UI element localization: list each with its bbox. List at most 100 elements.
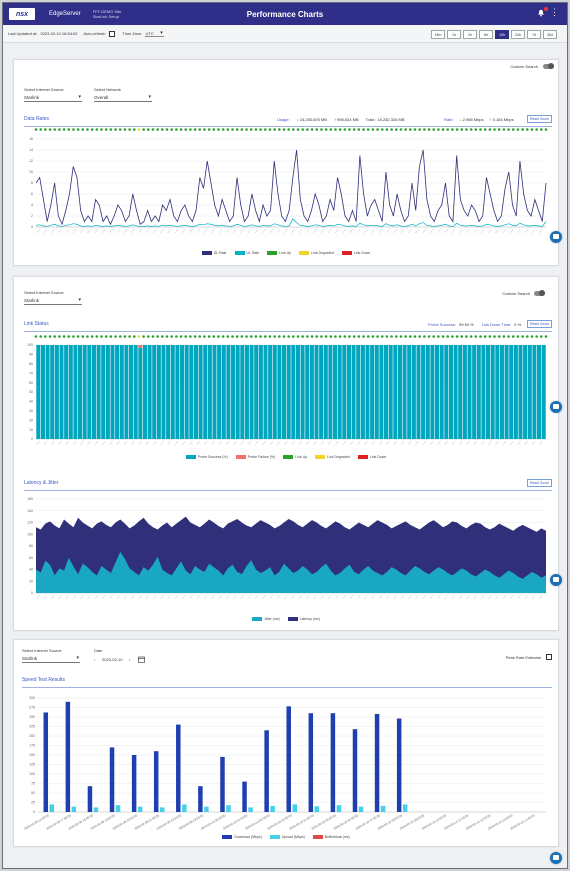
link-status-marker: [39, 128, 42, 131]
legend-item[interactable]: Bufferbloat (ms): [312, 835, 350, 839]
chat-icon[interactable]: [550, 401, 562, 413]
x-tick-mark: [87, 440, 91, 446]
link-status-marker: [104, 335, 108, 338]
auto-refresh-checkbox[interactable]: [108, 30, 115, 37]
x-tick-mark: [422, 594, 426, 600]
link-status-marker: [175, 128, 178, 131]
link-status-marker: [535, 335, 538, 338]
legend-swatch: [269, 835, 280, 839]
link-status-chart[interactable]: 0 10 20 30 40 50 60 70 80 90 100: [14, 333, 560, 453]
link-status-marker: [287, 128, 290, 131]
chat-icon[interactable]: [550, 574, 562, 586]
x-tick-mark: [400, 440, 405, 446]
range-button-6h[interactable]: 6h: [479, 30, 493, 39]
internet-source-select-2[interactable]: Starlink: [24, 297, 82, 305]
internet-source-select-3[interactable]: Starlink: [22, 655, 80, 663]
legend-item[interactable]: UL Rate: [234, 251, 259, 255]
range-button-24h[interactable]: 24h: [511, 30, 525, 39]
next-date-icon[interactable]: ›: [129, 657, 131, 662]
link-status-marker: [474, 335, 478, 338]
upload-bar: [380, 805, 386, 812]
probe-success-bar: [323, 345, 328, 439]
latency-jitter-chart[interactable]: 0 20 40 60 80 100 120 140 160: [14, 493, 560, 615]
x-tick-mark: [320, 594, 324, 600]
x-tick-mark: [153, 440, 157, 446]
peak-rate-checkbox[interactable]: [546, 654, 552, 660]
range-button-1h[interactable]: 1h: [447, 30, 461, 39]
legend-item[interactable]: Upload (Mbps): [269, 835, 305, 839]
probe-success-bar: [458, 345, 463, 439]
x-tick-mark: [58, 440, 62, 446]
section-divider: [24, 126, 552, 127]
legend-item[interactable]: Link Up: [267, 251, 291, 255]
probe-success-bar: [231, 345, 236, 439]
probe-success-bar: [64, 345, 69, 439]
reset-zoom-button[interactable]: Reset Zoom: [526, 115, 552, 123]
link-status-marker: [380, 335, 384, 338]
x-tick-mark: [386, 228, 390, 234]
data-rates-chart[interactable]: 0 2 4 6 8 10 12 14 16: [14, 127, 560, 267]
probe-success-bar: [82, 345, 87, 439]
legend-item[interactable]: Link Degraded: [315, 455, 350, 459]
y-tick-label: 0: [31, 225, 33, 229]
legend-item[interactable]: Probe Failure (%): [235, 455, 275, 459]
x-tick-mark: [400, 228, 405, 234]
legend-item[interactable]: Download (Mbps): [222, 835, 262, 839]
chat-icon[interactable]: [550, 852, 562, 864]
legend-item[interactable]: Latency (ms): [287, 617, 320, 621]
custom-search-toggle-2[interactable]: [534, 290, 545, 296]
link-status-marker: [118, 335, 122, 338]
upload-bar: [226, 805, 231, 812]
legend-item[interactable]: Link Up: [283, 455, 307, 459]
legend-item[interactable]: Probe Success (%): [185, 455, 228, 459]
x-tick-mark: [415, 440, 419, 446]
link-status-marker: [142, 335, 145, 338]
custom-search-toggle[interactable]: [543, 63, 554, 69]
network-select[interactable]: Overall: [94, 94, 152, 102]
link-status-marker: [409, 335, 412, 338]
legend-item[interactable]: Jitter (ms): [252, 617, 280, 621]
internet-source-select[interactable]: Starlink: [24, 94, 82, 102]
timezone-select[interactable]: UTC: [144, 30, 164, 37]
latency-reset-zoom-button[interactable]: Reset Zoom: [526, 479, 552, 487]
x-tick-mark: [371, 440, 375, 446]
range-button-7d[interactable]: 7d: [527, 30, 541, 39]
x-tick-mark: [531, 440, 536, 446]
x-tick-mark: [58, 228, 62, 234]
calendar-icon[interactable]: [138, 656, 145, 663]
x-tick-mark: [386, 440, 390, 446]
speed-test-chart[interactable]: 0 25 50 75 100 125 150 175 200 225 250 275 300 2023-0…: [14, 690, 560, 840]
x-tick-mark: [255, 594, 259, 600]
link-status-marker: [488, 128, 492, 131]
x-tick-mark: [109, 440, 113, 446]
probe-success-bar: [393, 345, 398, 439]
legend-item[interactable]: Link Degraded: [299, 251, 334, 255]
probe-success-bar: [467, 345, 472, 439]
upload-bar: [71, 806, 77, 812]
range-button-2h[interactable]: 2h: [463, 30, 477, 39]
x-tick-mark: [109, 594, 113, 600]
link-status-marker: [34, 128, 38, 131]
probe-success-bar: [110, 345, 115, 439]
range-button-15m[interactable]: 15m: [431, 30, 445, 39]
prev-date-icon[interactable]: ‹: [94, 657, 96, 662]
x-tick-mark: [196, 228, 201, 234]
x-tick-mark: [276, 594, 281, 600]
x-tick-mark: [240, 228, 244, 234]
x-tick-mark: [131, 440, 135, 446]
range-button-30d[interactable]: 30d: [543, 30, 557, 39]
y-tick-label: 125: [29, 763, 35, 767]
company-logo[interactable]: nsx: [9, 8, 35, 20]
bell-icon[interactable]: [537, 9, 545, 17]
x-tick-mark: [36, 594, 40, 600]
legend-item[interactable]: Link Down: [341, 251, 370, 255]
range-button-12h[interactable]: 12h: [495, 30, 509, 39]
link-reset-zoom-button[interactable]: Reset Zoom: [526, 320, 552, 328]
x-tick-mark: [102, 228, 106, 234]
chat-icon[interactable]: [550, 231, 562, 243]
legend-item[interactable]: Link Down: [357, 455, 386, 459]
y-tick-label: 8: [31, 181, 33, 185]
more-menu-icon[interactable]: ⋮: [550, 7, 559, 17]
legend-swatch: [267, 251, 278, 255]
legend-item[interactable]: DL Rate: [201, 251, 227, 255]
